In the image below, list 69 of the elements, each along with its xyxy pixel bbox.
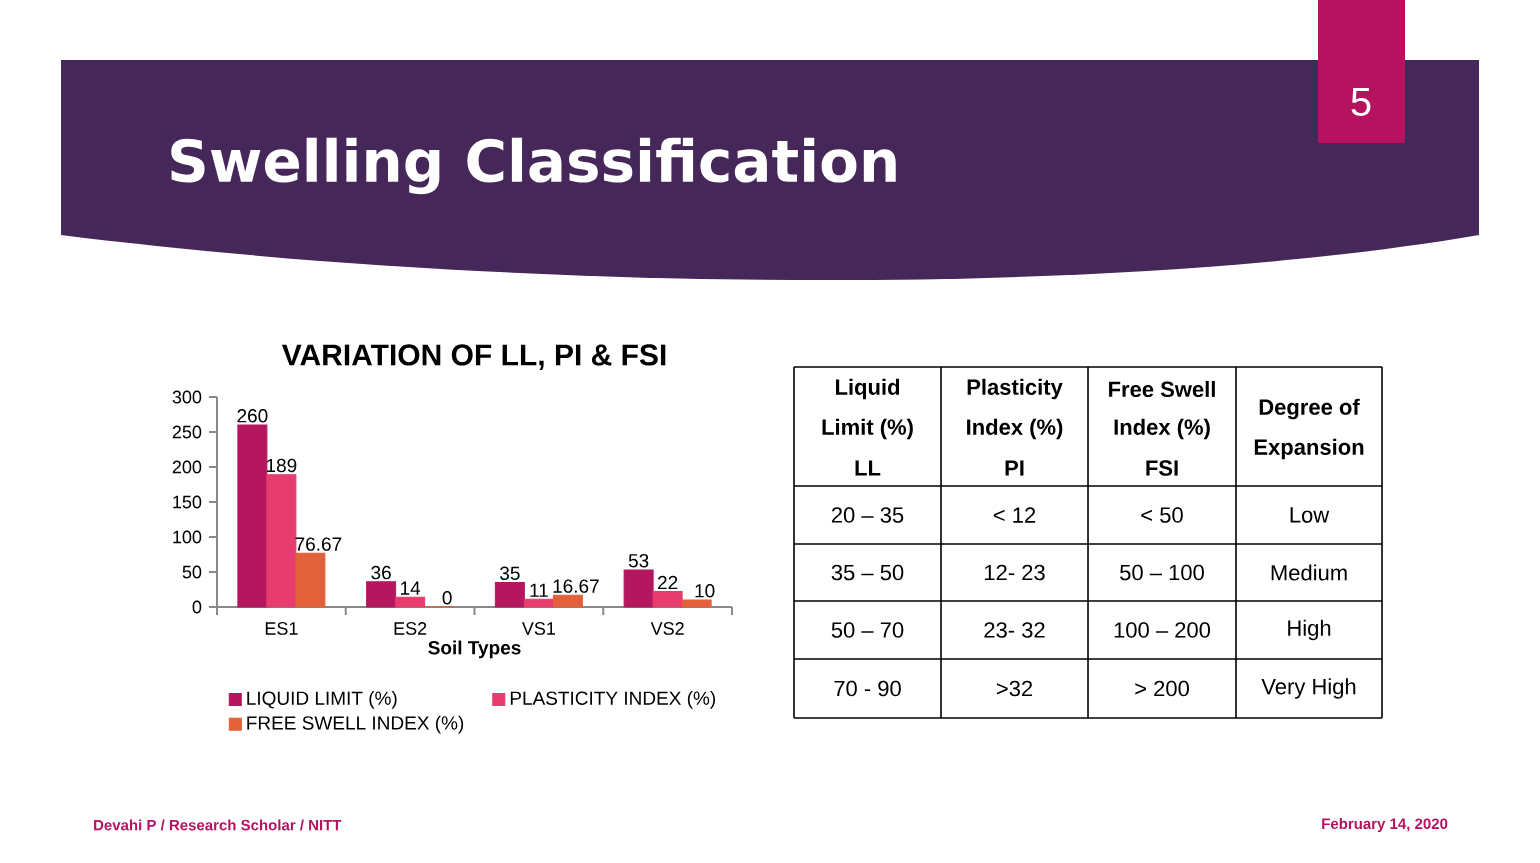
text: Swelling Classification <box>171 137 896 195</box>
text: 50 – 70 <box>831 622 904 638</box>
text: Medium <box>1271 564 1347 581</box>
text: 70 - 90 <box>834 680 901 697</box>
text: < 50 <box>1141 507 1183 523</box>
legend-label: FREE SWELL INDEX (%) <box>247 715 464 734</box>
bar <box>552 594 583 608</box>
text: High <box>1288 619 1331 641</box>
text: Liquid <box>836 378 900 400</box>
bar <box>623 569 654 608</box>
bar <box>681 599 712 608</box>
text: > 200 <box>1135 680 1189 697</box>
y-tick-label: 250 <box>172 425 202 439</box>
y-tick-label: 300 <box>172 390 202 404</box>
y-tick-label: 0 <box>192 600 202 614</box>
text: Degree of <box>1259 398 1360 420</box>
legend-label: LIQUID LIMIT (%) <box>247 691 397 709</box>
data-label: 22 <box>658 575 678 590</box>
data-label: 14 <box>401 581 421 595</box>
text: LL <box>855 460 881 476</box>
data-label: 0 <box>442 591 452 605</box>
bar <box>652 591 683 608</box>
x-tick-label: ES2 <box>394 622 427 635</box>
bar <box>366 581 397 608</box>
bar <box>295 552 326 608</box>
y-tick-label: 50 <box>182 565 202 579</box>
data-label: 53 <box>628 553 649 568</box>
data-label: 10 <box>695 584 715 598</box>
bar <box>494 582 525 608</box>
data-label: 260 <box>237 409 268 423</box>
text: 50 – 100 <box>1120 564 1204 581</box>
y-tick-label: 100 <box>173 530 202 544</box>
text: < 12 <box>993 507 1036 523</box>
text: 12- 23 <box>984 564 1045 581</box>
text: 23- 32 <box>984 622 1045 638</box>
data-label: 35 <box>500 566 520 580</box>
text: 100 – 200 <box>1114 622 1211 638</box>
text: FSI <box>1146 460 1178 476</box>
text: PI <box>1005 460 1024 476</box>
text: Limit (%) <box>822 418 913 440</box>
text: Low <box>1290 507 1330 523</box>
text: Expansion <box>1254 438 1364 460</box>
legend-label: PLASTICITY INDEX (%) <box>510 691 716 709</box>
bar <box>395 596 426 608</box>
text: 35 – 50 <box>831 564 904 581</box>
text: Index (%) <box>967 418 1063 440</box>
text: Devahi P / Research Scholar / NITT <box>94 819 342 831</box>
x-tick-label: ES1 <box>265 622 298 635</box>
data-label: 189 <box>266 458 297 473</box>
y-tick-label: 200 <box>172 460 202 474</box>
data-label: 16.67 <box>553 579 599 593</box>
text: Index (%) <box>1114 418 1210 440</box>
data-label: 11 <box>530 583 548 597</box>
y-tick-label: 150 <box>173 495 202 509</box>
text: February 14, 2020 <box>1322 818 1448 832</box>
bar <box>266 474 297 608</box>
x-axis-title: Soil Types <box>428 640 521 659</box>
bar <box>237 424 268 608</box>
data-label: 36 <box>371 565 391 580</box>
x-tick-label: VS1 <box>521 622 556 635</box>
bar <box>523 598 554 608</box>
chart-title: VARIATION OF LL, PI & FSI <box>281 344 666 370</box>
text: >32 <box>996 680 1033 697</box>
text: 20 – 35 <box>831 507 904 523</box>
text: Plasticity <box>967 378 1063 400</box>
text: 5 <box>1351 88 1371 116</box>
text: Very High <box>1261 678 1356 699</box>
text: Free Swell <box>1109 380 1215 398</box>
x-tick-label: VS2 <box>650 622 684 635</box>
